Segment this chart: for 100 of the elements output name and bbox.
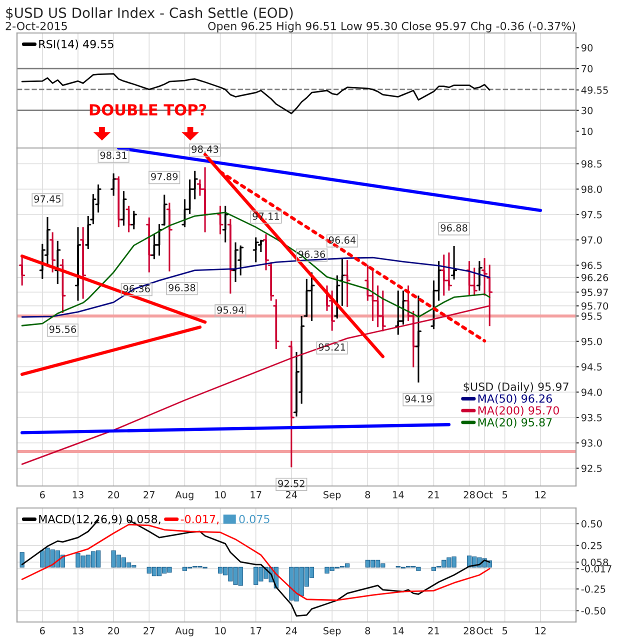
line-series <box>21 524 490 601</box>
annotation: 96.88 <box>440 224 468 232</box>
x-tick-label: 12 <box>535 491 546 498</box>
x-tick-label: 5 <box>502 491 508 498</box>
y-tick-label: 0.058 <box>582 558 608 566</box>
y-tick-label: 94.5 <box>581 363 602 371</box>
y-tick-label: 96.26 <box>581 274 608 282</box>
y-tick-label: -0.017 <box>581 565 612 572</box>
x-tick-label: 13 <box>72 491 84 498</box>
x-tick-label: 10 <box>215 491 226 498</box>
annotation: 97.89 <box>151 172 178 180</box>
x-tick-label: 17 <box>250 627 262 634</box>
candlestick <box>232 242 239 283</box>
x-tick-label: 27 <box>144 627 154 634</box>
legend-label: -0.017, <box>180 514 219 524</box>
x-tick-label: 14 <box>393 491 404 498</box>
candlestick <box>415 294 422 384</box>
candlestick <box>116 176 122 228</box>
y-tick-label: 94.0 <box>581 388 602 396</box>
y-tick-label: -0.25 <box>581 585 606 593</box>
chart-title: $USD US Dollar Index - Cash Settle (EOD) <box>6 7 293 20</box>
x-tick-label: Sep <box>324 491 341 500</box>
x-tick-label: Oct <box>476 627 493 634</box>
legend-label: RSI(14) 49.55 <box>39 40 114 50</box>
candlestick <box>450 245 458 280</box>
legend-label: 0.075 <box>239 514 270 524</box>
annotation: DOUBLE TOP? <box>90 104 206 116</box>
annotation: 96.64 <box>328 236 356 244</box>
x-tick-label: 17 <box>250 491 262 498</box>
y-tick-label: 0.50 <box>582 520 602 528</box>
candlestick <box>329 290 336 332</box>
y-tick-label: 97.5 <box>581 210 602 218</box>
candlestick <box>227 218 234 294</box>
x-tick-label: 14 <box>393 627 404 634</box>
x-tick-label: 12 <box>535 627 546 634</box>
x-tick-label: 6 <box>40 627 45 634</box>
candlestick <box>19 254 26 286</box>
chart-subtitle: 2-Oct-2015 <box>6 22 67 30</box>
x-tick-label: 21 <box>428 627 439 634</box>
x-tick-label: 20 <box>108 491 120 498</box>
candlestick <box>80 226 86 300</box>
y-tick-label: 95.0 <box>581 338 602 346</box>
annotation: 98.31 <box>100 152 127 159</box>
x-tick-label: 10 <box>215 627 226 634</box>
y-tick-label: 96.5 <box>581 262 602 270</box>
y-tick-label: 10 <box>582 128 593 136</box>
x-tick-label: 13 <box>72 627 84 634</box>
annotation: 97.45 <box>34 195 61 203</box>
y-tick-label: 49.55 <box>581 86 608 94</box>
x-tick-label: Sep <box>324 627 341 636</box>
candlestick <box>146 216 152 274</box>
x-tick-label: 28 <box>464 491 475 498</box>
candlestick <box>74 226 82 302</box>
x-tick-label: Aug <box>175 491 194 500</box>
candlestick <box>130 210 137 230</box>
y-tick-label: 95.70 <box>581 302 608 310</box>
x-tick-label: Oct <box>476 491 493 498</box>
candlestick <box>44 216 51 267</box>
candlestick <box>50 231 56 274</box>
legend-label: MA(20) 95.87 <box>478 418 552 428</box>
y-tick-label: -0.50 <box>581 607 606 615</box>
y-tick-label: 92.5 <box>581 464 602 472</box>
annotation: 95.94 <box>217 306 244 314</box>
legend-label: MA(50) 96.26 <box>478 394 552 404</box>
y-tick-label: 70 <box>582 65 593 72</box>
legend-label: MACD(12,26,9) 0.058, <box>39 514 160 525</box>
y-tick-label: 93.5 <box>581 414 602 422</box>
y-tick-label: 90 <box>581 44 593 52</box>
y-tick-label: 98.5 <box>581 160 602 168</box>
annotation: 95.21 <box>318 343 346 351</box>
bar <box>20 552 24 568</box>
y-tick-label: 98.0 <box>581 186 602 193</box>
y-tick-label: 97.0 <box>581 236 602 244</box>
annotation: 96.36 <box>298 250 326 258</box>
y-tick-label: 0.25 <box>582 542 602 550</box>
annotation: 94.19 <box>405 395 432 402</box>
x-tick-label: Aug <box>175 627 194 636</box>
candlestick <box>476 260 482 292</box>
annotation: 96.38 <box>168 284 196 292</box>
candlestick <box>110 172 117 196</box>
y-tick-label: 95.5 <box>581 312 602 320</box>
x-tick-label: 8 <box>365 627 370 634</box>
y-tick-label: 93.0 <box>581 439 602 447</box>
legend-title: $USD (Daily) 95.97 <box>464 382 568 394</box>
x-tick-label: 27 <box>144 491 154 498</box>
line-series <box>21 73 490 114</box>
x-tick-label: 20 <box>108 627 120 634</box>
candlestick <box>222 205 228 244</box>
candlestick <box>395 290 402 336</box>
annotation: 95.56 <box>49 326 76 333</box>
y-tick-label: 95.97 <box>581 288 608 296</box>
text: Open 96.25 High 96.51 Low 95.30 Close 95.97 Chg -0.36 (-0.37%) <box>208 22 576 32</box>
x-tick-label: 21 <box>428 491 439 498</box>
annotation: 92.52 <box>278 480 304 488</box>
annotation: 98.43 <box>192 146 218 153</box>
x-tick-label: 24 <box>286 491 298 498</box>
legend-label: MA(200) 95.70 <box>478 406 559 416</box>
x-tick-label: 8 <box>365 491 370 498</box>
candlestick <box>54 240 61 285</box>
x-tick-label: 5 <box>502 627 508 634</box>
